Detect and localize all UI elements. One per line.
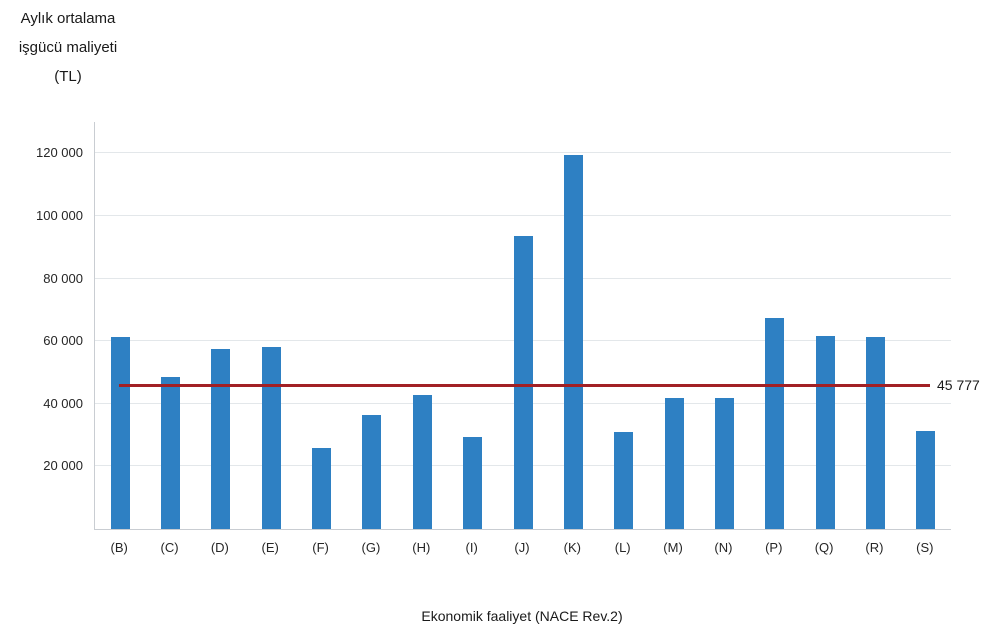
gridline	[95, 152, 951, 154]
y-axis-title-line: Aylık ortalama	[20, 10, 116, 27]
x-tick-label: (S)	[916, 540, 934, 555]
x-tick-label: (K)	[563, 540, 582, 555]
bar-l	[614, 431, 634, 529]
x-tick-label: (N)	[714, 540, 733, 555]
x-tick-label: (J)	[514, 540, 530, 555]
y-tick-label: 40 000	[43, 395, 83, 411]
x-tick-label: (P)	[765, 540, 783, 555]
bar-m	[664, 398, 684, 529]
x-tick-label: (C)	[160, 540, 179, 555]
bar-d	[211, 348, 231, 529]
bar-p	[765, 318, 785, 529]
bar-s	[916, 431, 936, 529]
gridline	[95, 214, 951, 216]
bar-e	[261, 346, 281, 529]
x-tick-label: (Q)	[814, 540, 834, 555]
y-tick-label: 20 000	[43, 458, 83, 474]
x-tick-label: (B)	[110, 540, 128, 555]
bar-n	[714, 398, 734, 529]
x-tick-label: (M)	[663, 540, 683, 555]
y-axis-title-line: işgücü maliyeti	[18, 39, 118, 56]
y-tick-label: 100 000	[36, 207, 83, 223]
y-tick-label: 80 000	[43, 270, 83, 286]
x-tick-label: (D)	[210, 540, 229, 555]
bar-j	[513, 235, 533, 529]
reference-line-label: 45 777	[937, 377, 980, 393]
bar-c	[161, 376, 181, 529]
x-tick-label: (G)	[361, 540, 381, 555]
bar-g	[362, 414, 382, 529]
average-reference-line	[119, 384, 930, 388]
x-tick-label: (R)	[865, 540, 884, 555]
bar-h	[412, 395, 432, 529]
bar-b	[110, 336, 130, 529]
bar-f	[312, 447, 332, 529]
x-tick-label: (E)	[261, 540, 279, 555]
bar-i	[463, 436, 483, 529]
bar-k	[563, 155, 583, 529]
y-tick-label: 60 000	[43, 333, 83, 349]
x-tick-label: (F)	[312, 540, 329, 555]
y-axis-title: Aylık ortalama işgücü maliyeti (TL)	[6, 4, 130, 91]
x-axis-title: Ekonomik faaliyet (NACE Rev.2)	[421, 608, 623, 624]
plot-area	[94, 122, 951, 530]
y-tick-label: 120 000	[36, 145, 83, 161]
x-tick-label: (L)	[614, 540, 631, 555]
x-tick-label: (H)	[412, 540, 431, 555]
x-tick-label: (I)	[465, 540, 478, 555]
bar-q	[815, 335, 835, 529]
bar-r	[865, 337, 885, 529]
y-axis-title-line: (TL)	[54, 68, 82, 85]
